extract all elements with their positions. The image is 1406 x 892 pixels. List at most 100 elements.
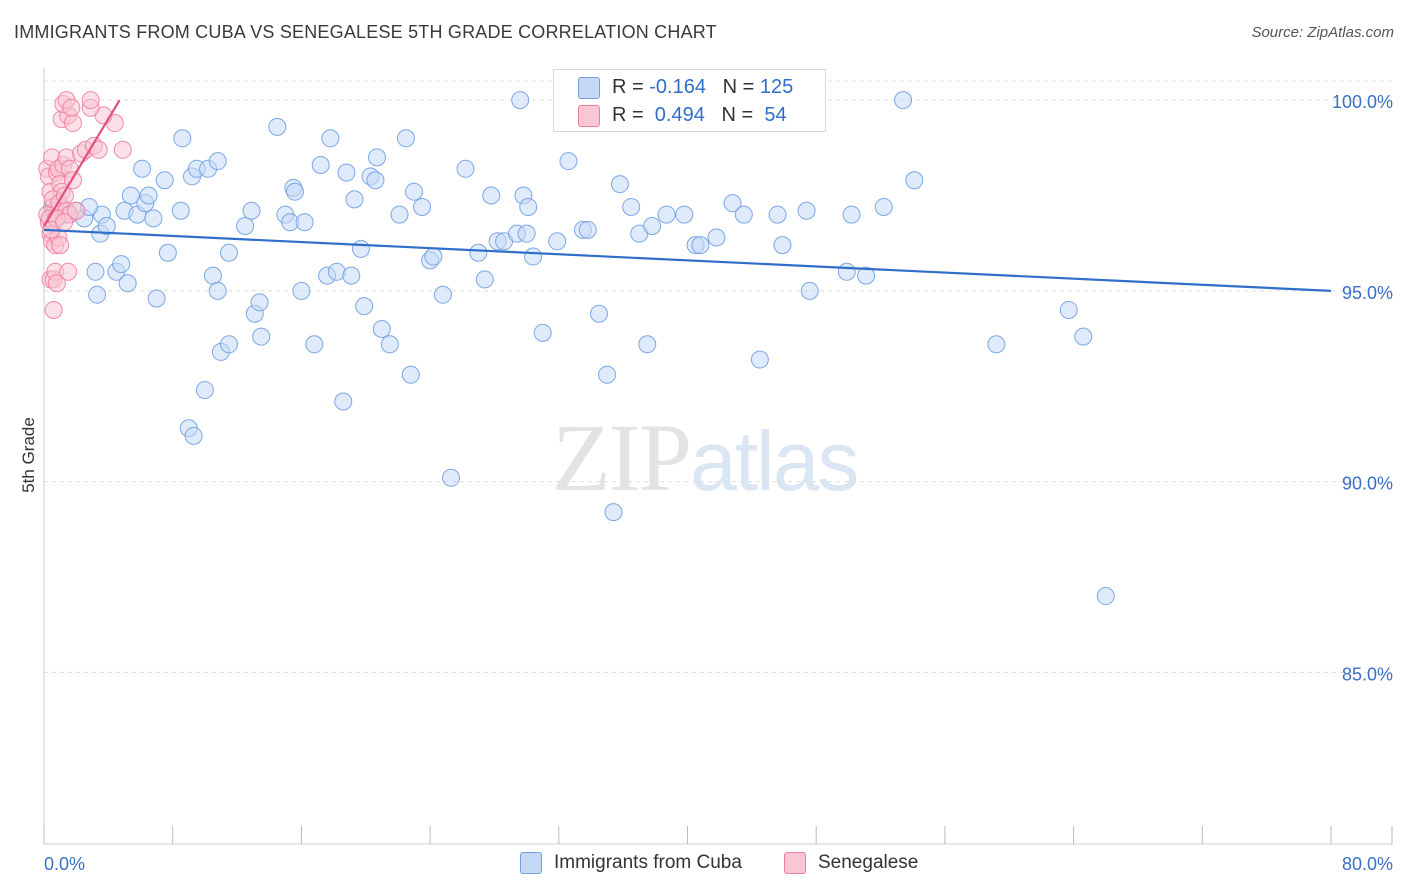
watermark: ZIPatlas — [552, 402, 859, 513]
point-cuba-112 — [842, 205, 861, 224]
stats-legend: R = -0.164 N = 125 R = 0.494 N = 54 — [553, 69, 826, 132]
point-cuba-54 — [321, 129, 340, 148]
point-cuba-97 — [638, 335, 657, 354]
point-cuba-103 — [707, 228, 726, 247]
r-value-cuba: -0.164 — [649, 75, 706, 98]
point-cuba-39 — [236, 217, 255, 236]
point-cuba-78 — [475, 270, 494, 289]
y-tick-label-90: 90.0% — [1342, 474, 1393, 494]
point-cuba-49 — [295, 213, 314, 232]
point-senegalese-45 — [63, 114, 82, 133]
point-cuba-64 — [368, 148, 387, 167]
point-cuba-122 — [604, 503, 623, 522]
point-cuba-113 — [857, 266, 876, 285]
point-cuba-59 — [345, 190, 364, 209]
point-cuba-22 — [155, 171, 174, 190]
r-value-senegalese: 0.494 — [649, 103, 705, 126]
point-cuba-69 — [401, 365, 420, 384]
axis-labels: 85.0% 90.0% 95.0% 100.0% 0.0% 80.0% 5th Grade — [19, 92, 1393, 874]
legend-item-cuba[interactable]: Immigrants from Cuba — [520, 852, 742, 874]
y-tick-label-100: 100.0% — [1332, 92, 1393, 112]
r-label: R = — [612, 75, 650, 98]
point-cuba-70 — [405, 182, 424, 201]
point-cuba-65 — [372, 320, 391, 339]
point-cuba-50 — [292, 281, 311, 300]
y-axis-label: 5th Grade — [19, 417, 38, 493]
point-cuba-87 — [533, 323, 552, 342]
point-cuba-74 — [433, 285, 452, 304]
point-cuba-98 — [643, 217, 662, 236]
point-senegalese-25 — [47, 274, 66, 293]
point-cuba-117 — [987, 335, 1006, 354]
point-cuba-120 — [1096, 587, 1115, 606]
point-cuba-91 — [578, 220, 597, 239]
point-cuba-110 — [800, 281, 819, 300]
point-cuba-25 — [173, 129, 192, 148]
point-cuba-37 — [220, 335, 239, 354]
point-cuba-29 — [208, 152, 227, 171]
point-cuba-23 — [158, 243, 177, 262]
n-value-cuba: 125 — [759, 75, 794, 98]
point-cuba-17 — [86, 262, 105, 281]
point-cuba-43 — [252, 327, 271, 346]
point-cuba-16 — [112, 255, 131, 274]
point-cuba-99 — [657, 205, 676, 224]
legend-item-senegalese[interactable]: Senegalese — [784, 852, 918, 874]
point-cuba-76 — [456, 159, 475, 178]
point-cuba-68 — [396, 129, 415, 148]
chart-title: IMMIGRANTS FROM CUBA VS SENEGALESE 5TH G… — [14, 22, 717, 42]
legend-label-senegalese: Senegalese — [818, 852, 919, 873]
point-cuba-102 — [691, 236, 710, 255]
point-cuba-48 — [285, 182, 304, 201]
point-cuba-100 — [675, 205, 694, 224]
point-cuba-107 — [768, 205, 787, 224]
point-cuba-105 — [734, 205, 753, 224]
r-label: R = — [612, 103, 650, 126]
n-label: N = — [722, 75, 760, 98]
point-cuba-24 — [171, 201, 190, 220]
point-cuba-57 — [337, 163, 356, 182]
cuba-swatch — [578, 77, 600, 99]
point-cuba-79 — [482, 186, 501, 205]
point-cuba-18 — [88, 285, 107, 304]
axes — [43, 68, 1393, 845]
point-cuba-95 — [622, 197, 641, 216]
point-senegalese-53 — [55, 213, 74, 232]
point-cuba-9 — [97, 217, 116, 236]
series-cuba-points — [43, 91, 1115, 606]
point-cuba-56 — [334, 392, 353, 411]
point-cuba-21 — [144, 209, 163, 228]
point-cuba-109 — [797, 201, 816, 220]
point-cuba-104 — [723, 194, 742, 213]
y-tick-label-85: 85.0% — [1342, 664, 1393, 684]
watermark-zip: ZIP — [552, 404, 692, 511]
point-cuba-32 — [184, 426, 203, 445]
point-cuba-52 — [311, 155, 330, 174]
point-cuba-19 — [118, 274, 137, 293]
point-cuba-33 — [195, 381, 214, 400]
point-cuba-30 — [147, 289, 166, 308]
grid-lines — [44, 80, 1392, 673]
point-senegalese-50 — [81, 91, 100, 110]
point-senegalese-27 — [44, 300, 63, 319]
series-legend: Immigrants from Cuba Senegalese — [0, 852, 1406, 876]
point-cuba-121 — [511, 91, 530, 110]
point-cuba-38 — [220, 243, 239, 262]
point-senegalese-16 — [51, 236, 70, 255]
point-cuba-44 — [268, 117, 287, 136]
point-cuba-11 — [121, 186, 140, 205]
trend-line-senegalese — [43, 99, 121, 227]
point-cuba-75 — [442, 468, 461, 487]
point-cuba-66 — [380, 335, 399, 354]
point-senegalese-40 — [113, 140, 132, 159]
point-cuba-60 — [351, 239, 370, 258]
point-cuba-115 — [894, 91, 913, 110]
trend-lines — [43, 99, 1332, 292]
n-value-senegalese: 54 — [758, 103, 787, 126]
watermark-atlas: atlas — [690, 414, 859, 508]
point-cuba-108 — [773, 236, 792, 255]
point-cuba-93 — [598, 365, 617, 384]
point-cuba-20 — [133, 159, 152, 178]
point-cuba-86 — [524, 247, 543, 266]
